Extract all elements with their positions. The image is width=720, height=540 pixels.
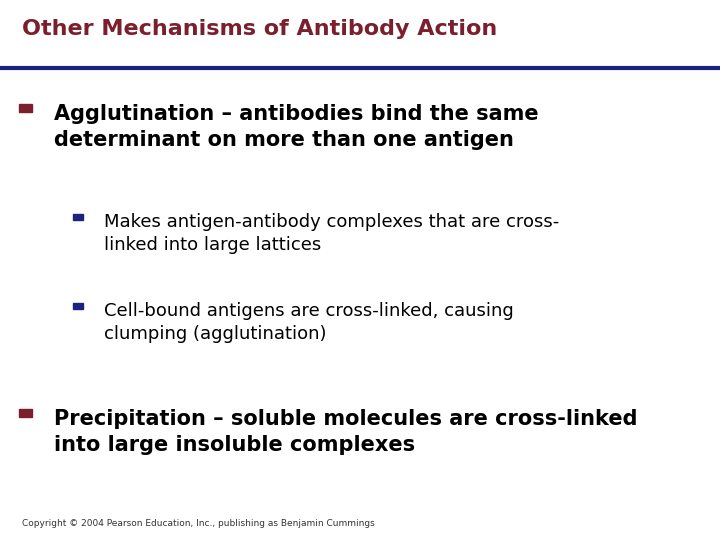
Text: Makes antigen-antibody complexes that are cross-
linked into large lattices: Makes antigen-antibody complexes that ar…	[104, 213, 559, 254]
Bar	[19, 104, 32, 112]
Text: Copyright © 2004 Pearson Education, Inc., publishing as Benjamin Cummings: Copyright © 2004 Pearson Education, Inc.…	[22, 519, 374, 528]
Bar	[73, 303, 83, 309]
Bar	[19, 409, 32, 417]
Text: Precipitation – soluble molecules are cross-linked
into large insoluble complexe: Precipitation – soluble molecules are cr…	[54, 409, 637, 455]
Text: Other Mechanisms of Antibody Action: Other Mechanisms of Antibody Action	[22, 19, 497, 39]
Bar	[73, 214, 83, 220]
Text: Agglutination – antibodies bind the same
determinant on more than one antigen: Agglutination – antibodies bind the same…	[54, 104, 539, 150]
Text: Cell-bound antigens are cross-linked, causing
clumping (agglutination): Cell-bound antigens are cross-linked, ca…	[104, 302, 514, 343]
